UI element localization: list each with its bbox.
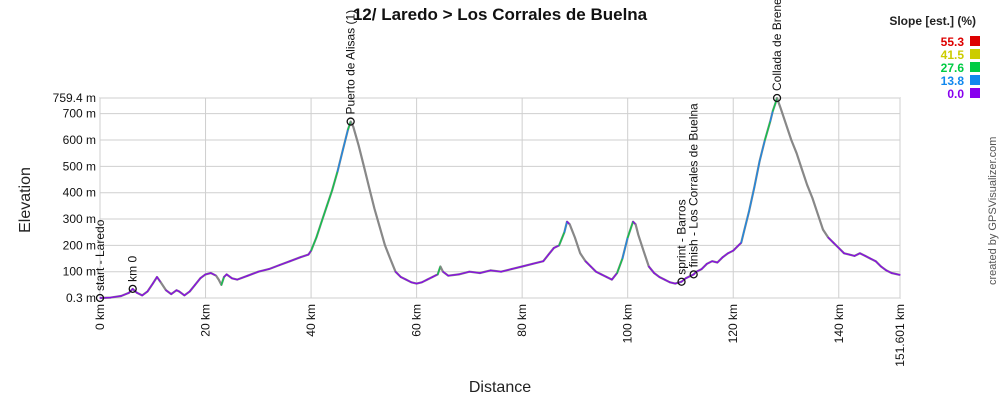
y-tick-label: 0.3 m bbox=[66, 291, 96, 305]
plot-frame bbox=[100, 98, 900, 298]
watermark-text: created by GPSVisualizer.com bbox=[987, 137, 999, 285]
waypoint-label: km 0 bbox=[126, 256, 140, 282]
grid-layer bbox=[100, 98, 900, 298]
y-tick-label: 500 m bbox=[63, 159, 96, 173]
y-tick-label: 759.4 m bbox=[53, 91, 96, 105]
x-tick-label: 20 km bbox=[199, 304, 213, 337]
x-tick-label: 40 km bbox=[304, 304, 318, 337]
legend-value: 27.6 bbox=[941, 61, 965, 75]
legend-swatch bbox=[970, 75, 980, 85]
legend-layer: 55.341.527.613.80.0 bbox=[941, 35, 980, 101]
x-axis-label: Distance bbox=[469, 379, 531, 396]
legend-value: 41.5 bbox=[941, 48, 965, 62]
y-axis-label: Elevation bbox=[17, 167, 34, 233]
legend-swatch bbox=[970, 49, 980, 59]
x-tick-label: 100 km bbox=[621, 304, 635, 343]
x-tick-label: 80 km bbox=[515, 304, 529, 337]
y-tick-label: 300 m bbox=[63, 212, 96, 226]
y-tick-label: 100 m bbox=[63, 265, 96, 279]
legend-swatch bbox=[970, 36, 980, 46]
legend-value: 55.3 bbox=[941, 35, 965, 49]
y-tick-label: 200 m bbox=[63, 238, 96, 252]
y-tick-label: 600 m bbox=[63, 133, 96, 147]
legend-value: 0.0 bbox=[947, 87, 964, 101]
x-tick-label: 151.601 km bbox=[893, 304, 907, 367]
x-tick-label: 120 km bbox=[726, 304, 740, 343]
y-tick-label: 400 m bbox=[63, 186, 96, 200]
x-tick-label: 0 km bbox=[93, 304, 107, 330]
legend-swatch bbox=[970, 62, 980, 72]
legend-swatch bbox=[970, 88, 980, 98]
x-tick-label: 60 km bbox=[410, 304, 424, 337]
chart-title: 12/ Laredo > Los Corrales de Buelna bbox=[353, 5, 648, 24]
waypoint-label: finish - Los Corrales de Buelna bbox=[687, 103, 701, 267]
y-tick-label: 700 m bbox=[63, 107, 96, 121]
legend-title: Slope [est.] (%) bbox=[889, 14, 976, 28]
x-tick-label: 140 km bbox=[832, 304, 846, 343]
waypoint-label: start - Laredo bbox=[93, 219, 107, 291]
waypoint-label: Collada de Brenes bbox=[770, 0, 784, 91]
waypoint-label: Puerto de Alisas (1) bbox=[344, 10, 358, 115]
legend-value: 13.8 bbox=[941, 74, 965, 88]
